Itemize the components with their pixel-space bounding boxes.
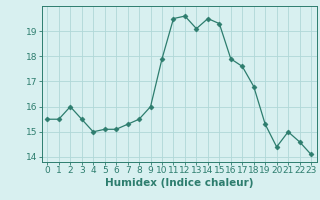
X-axis label: Humidex (Indice chaleur): Humidex (Indice chaleur) (105, 178, 253, 188)
